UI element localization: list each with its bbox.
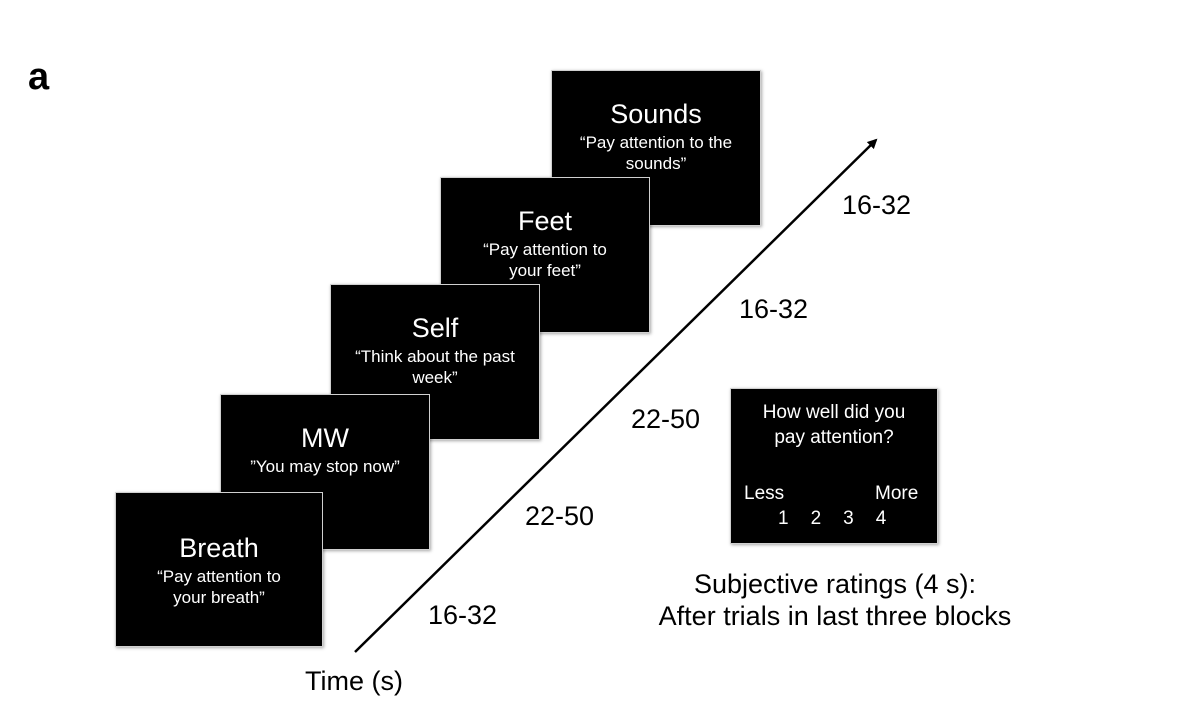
block-title: Sounds [610,99,702,129]
block-title: Breath [179,533,259,563]
rating-caption-line: Subjective ratings (4 s): [693,569,977,599]
rating-option: 4 [875,508,887,529]
time-arrow-line [354,138,878,653]
rating-caption: Subjective ratings (4 s): After trials i… [620,568,1050,633]
block-instruction: ”You may stop now” [250,457,400,477]
rating-more-label: More [875,483,919,504]
block-title: MW [301,423,349,453]
block-sounds: Sounds “Pay attention to the sounds” [551,70,761,226]
panel-letter: a [28,56,50,98]
duration-label: 22-50 [631,404,701,434]
rating-screen: How well did you pay attention? Less Mor… [730,388,938,544]
block-instruction: “Think about the past week” [355,347,515,388]
block-feet: Feet “Pay attention to your feet” [440,177,650,333]
block-title: Feet [517,206,573,236]
duration-label: 22-50 [525,501,595,531]
block-instruction: “Pay attention to your feet” [483,240,607,281]
rating-less-label: Less [744,483,785,504]
block-breath: Breath “Pay attention to your breath” [115,492,323,647]
rating-caption-line: After trials in last three blocks [658,601,1012,632]
duration-label: 16-32 [739,294,809,324]
rating-option: 2 [810,508,822,529]
block-instruction: “Pay attention to the sounds” [579,133,733,174]
rating-scale: 1 2 3 4 [778,508,886,530]
duration-label: 16-32 [842,190,912,220]
duration-label: 16-32 [428,600,498,630]
block-title: Self [411,313,459,343]
rating-question: How well did you pay attention? [762,402,906,448]
rating-option: 1 [778,508,789,529]
time-axis-label: Time (s) [305,666,403,696]
rating-option: 3 [843,508,854,529]
block-instruction: “Pay attention to your breath” [157,567,281,608]
